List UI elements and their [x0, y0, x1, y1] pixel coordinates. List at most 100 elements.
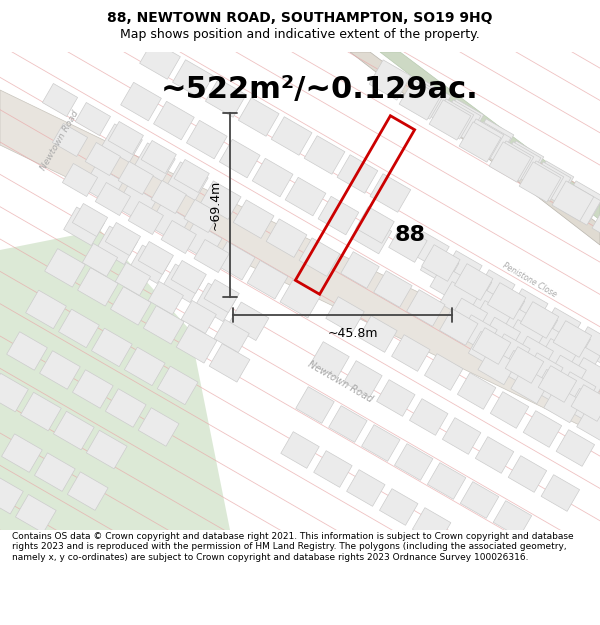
Polygon shape [592, 204, 600, 244]
Polygon shape [511, 367, 550, 404]
Polygon shape [194, 239, 229, 272]
Text: Map shows position and indicative extent of the property.: Map shows position and indicative extent… [120, 28, 480, 41]
Polygon shape [214, 241, 255, 280]
Polygon shape [40, 351, 80, 389]
Polygon shape [121, 82, 161, 121]
Polygon shape [439, 100, 481, 140]
Text: ~69.4m: ~69.4m [209, 180, 222, 230]
Polygon shape [559, 185, 600, 225]
Polygon shape [161, 221, 196, 254]
Polygon shape [174, 159, 209, 192]
Polygon shape [53, 411, 94, 450]
Polygon shape [233, 200, 274, 238]
Polygon shape [252, 158, 293, 197]
Polygon shape [154, 101, 194, 140]
Polygon shape [173, 60, 213, 98]
Polygon shape [341, 252, 379, 288]
Polygon shape [532, 161, 574, 201]
Polygon shape [544, 386, 582, 423]
Polygon shape [541, 474, 580, 511]
Polygon shape [86, 430, 127, 469]
Polygon shape [490, 392, 529, 428]
Polygon shape [453, 268, 492, 304]
Polygon shape [105, 222, 140, 256]
Polygon shape [359, 316, 397, 352]
Polygon shape [95, 182, 131, 216]
Polygon shape [43, 84, 77, 116]
Polygon shape [491, 334, 530, 371]
Polygon shape [181, 301, 217, 334]
Polygon shape [508, 456, 547, 493]
Polygon shape [439, 309, 478, 346]
Polygon shape [412, 508, 451, 544]
Polygon shape [247, 261, 288, 299]
Polygon shape [311, 342, 349, 378]
Text: ~45.8m: ~45.8m [327, 327, 378, 340]
Polygon shape [228, 302, 269, 341]
Polygon shape [304, 136, 345, 174]
Polygon shape [571, 384, 600, 421]
Polygon shape [85, 142, 121, 176]
Polygon shape [459, 315, 497, 351]
Polygon shape [128, 201, 163, 234]
Polygon shape [281, 432, 319, 468]
Polygon shape [524, 353, 563, 389]
Polygon shape [106, 389, 146, 428]
Polygon shape [429, 100, 471, 140]
Polygon shape [73, 204, 107, 236]
Polygon shape [118, 161, 154, 194]
Polygon shape [116, 184, 156, 223]
Polygon shape [409, 80, 451, 120]
Polygon shape [430, 265, 469, 302]
Polygon shape [214, 319, 249, 352]
Polygon shape [356, 207, 394, 243]
Polygon shape [482, 317, 521, 354]
Text: 88: 88 [395, 225, 425, 245]
Polygon shape [140, 41, 181, 79]
Polygon shape [167, 162, 208, 201]
Polygon shape [7, 332, 47, 370]
Polygon shape [519, 162, 561, 202]
Polygon shape [62, 164, 98, 196]
Polygon shape [318, 196, 359, 235]
Polygon shape [421, 248, 459, 285]
Polygon shape [2, 434, 42, 472]
Polygon shape [505, 319, 544, 356]
Polygon shape [492, 141, 534, 181]
Polygon shape [124, 347, 165, 386]
Polygon shape [138, 408, 179, 446]
Text: ~522m²/~0.129ac.: ~522m²/~0.129ac. [161, 75, 479, 104]
Polygon shape [44, 249, 85, 287]
Text: Contains OS data © Crown copyright and database right 2021. This information is : Contains OS data © Crown copyright and d… [12, 532, 574, 562]
Polygon shape [75, 102, 110, 136]
Polygon shape [472, 328, 511, 364]
Polygon shape [472, 301, 511, 338]
Polygon shape [299, 238, 340, 276]
Polygon shape [0, 476, 23, 514]
Polygon shape [209, 344, 250, 382]
Text: Newtown Road: Newtown Road [39, 109, 81, 171]
Polygon shape [575, 327, 600, 363]
Polygon shape [344, 361, 382, 398]
Polygon shape [399, 80, 441, 120]
Polygon shape [411, 232, 449, 268]
Polygon shape [389, 226, 427, 262]
Polygon shape [529, 162, 571, 202]
Polygon shape [148, 281, 184, 314]
Polygon shape [449, 298, 488, 335]
Polygon shape [562, 341, 600, 377]
Polygon shape [141, 141, 176, 174]
Polygon shape [110, 287, 151, 325]
Polygon shape [20, 392, 61, 431]
Polygon shape [457, 372, 496, 409]
Polygon shape [402, 79, 444, 119]
Polygon shape [347, 469, 385, 506]
Polygon shape [469, 331, 507, 368]
Polygon shape [520, 302, 559, 338]
Polygon shape [422, 244, 460, 281]
Polygon shape [148, 204, 189, 242]
Polygon shape [34, 453, 75, 491]
Polygon shape [557, 372, 596, 409]
Polygon shape [285, 177, 326, 216]
Polygon shape [432, 99, 474, 139]
